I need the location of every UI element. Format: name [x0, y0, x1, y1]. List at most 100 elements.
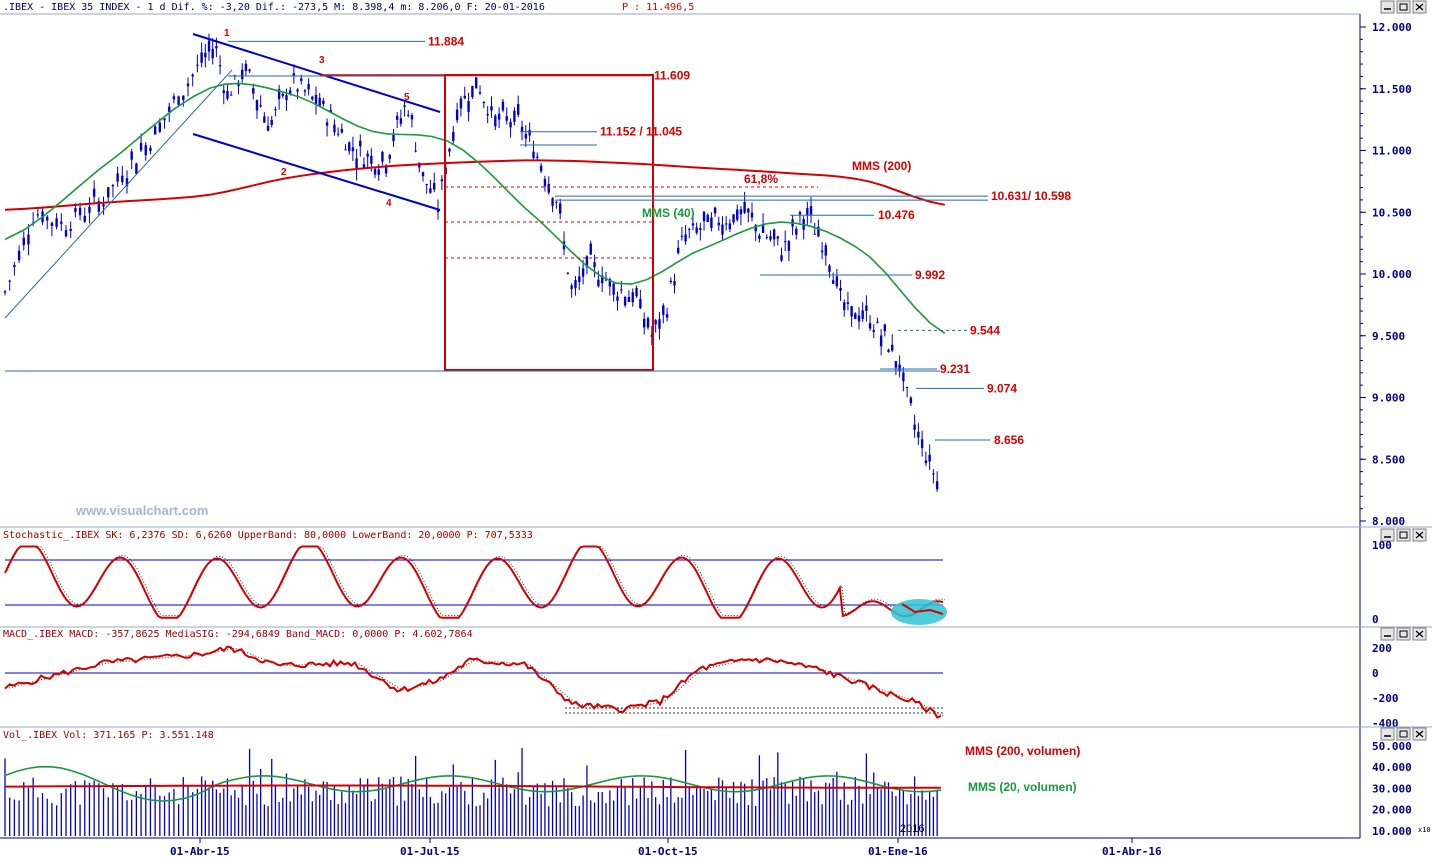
price-bar-body	[868, 323, 872, 329]
price-bar-body	[200, 52, 203, 63]
price-bar-body	[218, 65, 222, 67]
price-bar-body	[612, 283, 615, 295]
price-bar-body	[182, 95, 185, 100]
price-bar-body	[497, 113, 501, 120]
price-bar-body	[399, 118, 403, 124]
price-bar-body	[207, 40, 211, 52]
price-bar-body	[471, 86, 474, 97]
price-axis-label: 9.500	[1372, 330, 1405, 343]
stochastic-window-controls[interactable]	[1380, 528, 1427, 542]
price-bar-body	[158, 122, 162, 132]
price-bar-body	[130, 151, 133, 160]
volume-axis-label: 10.000	[1372, 825, 1412, 838]
price-bar-body	[721, 224, 724, 235]
wave-label: 5	[404, 92, 410, 103]
wave-label: 1	[224, 28, 230, 39]
price-bar-body	[50, 222, 54, 226]
price-bar-body	[520, 126, 524, 132]
stochastic-sk-line	[4, 545, 944, 619]
price-bar-body	[905, 387, 909, 389]
price-bar-body	[296, 89, 299, 92]
volume-mms-200-label: MMS (200, volumen)	[965, 744, 1080, 758]
price-bar-body	[144, 145, 147, 156]
price-bar-body	[344, 149, 347, 151]
stochastic-maximize-icon[interactable]	[1396, 528, 1411, 542]
macd-maximize-icon[interactable]	[1396, 627, 1411, 641]
price-bar-body	[60, 221, 63, 224]
price-bar-body	[163, 118, 166, 121]
volume-window-controls[interactable]	[1380, 727, 1427, 741]
price-bar-body	[831, 280, 835, 284]
price-bar-body	[894, 361, 898, 368]
price-bar-body	[673, 280, 676, 286]
volume-maximize-glyph	[1399, 730, 1408, 738]
price-bar-body	[574, 279, 577, 289]
price-bar-body	[658, 319, 661, 329]
macd-restore-icon[interactable]	[1380, 627, 1395, 641]
volume-scale-label: x10	[1418, 826, 1431, 834]
price-bar-body	[699, 228, 702, 231]
price-bar-body	[876, 321, 879, 323]
macd-window-controls[interactable]	[1380, 627, 1427, 641]
price-bar-body	[772, 229, 776, 240]
price-bar-body	[898, 364, 901, 372]
price-bar-body	[241, 69, 244, 79]
wave-label: 2	[281, 167, 287, 178]
price-bar-body	[414, 150, 417, 152]
price-bar-body	[743, 202, 746, 213]
price-bar-body	[828, 265, 831, 272]
price-bar-body	[750, 212, 754, 218]
price-bar-body	[887, 349, 890, 352]
price-bar-body	[381, 151, 384, 162]
mms-40-line	[4, 82, 946, 334]
price-bar-body	[288, 90, 292, 94]
price-bar-body	[153, 126, 157, 135]
price-bar-body	[688, 228, 691, 230]
price-restore-icon[interactable]	[1380, 0, 1395, 14]
stochastic-restore-icon[interactable]	[1380, 528, 1395, 542]
price-bar-body	[392, 134, 395, 142]
price-bar-body	[589, 243, 592, 255]
price-axis-label: 10.500	[1372, 206, 1412, 219]
price-window-controls[interactable]	[1380, 0, 1427, 14]
volume-maximize-icon[interactable]	[1396, 727, 1411, 741]
stochastic-sk-tail	[901, 603, 944, 615]
price-bar-body	[555, 201, 558, 203]
price-bar-body	[8, 280, 11, 282]
price-bar-body	[355, 158, 358, 170]
price-bar-body	[928, 454, 931, 462]
price-bar-body	[680, 235, 684, 237]
price-bar-body	[776, 236, 780, 239]
price-bar-body	[585, 256, 589, 268]
price-bar-body	[806, 208, 809, 216]
price-bar-body	[475, 77, 478, 89]
price-bar-body	[787, 241, 791, 251]
price-bar-body	[691, 223, 695, 226]
price-bar-body	[551, 198, 554, 206]
price-bar-body	[311, 96, 314, 100]
price-bar-body	[373, 168, 377, 175]
price-bar-body	[724, 223, 728, 225]
price-bar-body	[677, 247, 680, 254]
price-bar-body	[835, 276, 839, 287]
price-bar-body	[566, 272, 570, 274]
price-bar-body	[270, 119, 273, 125]
level-label: 11.609	[654, 68, 690, 82]
macd-close-glyph	[1415, 630, 1424, 638]
price-bar-body	[879, 335, 883, 347]
volume-restore-icon[interactable]	[1380, 727, 1395, 741]
price-bar-body	[695, 227, 698, 233]
price-maximize-icon[interactable]	[1396, 0, 1411, 14]
macd-maximize-glyph	[1399, 630, 1408, 638]
volume-close-glyph	[1415, 730, 1424, 738]
price-bar-body	[536, 156, 539, 158]
macd-axis-label: 0	[1372, 667, 1379, 680]
price-bar-body	[798, 212, 802, 215]
price-bar-body	[410, 115, 414, 120]
volume-mms-200-line	[5, 784, 941, 789]
price-axis-label: 11.500	[1372, 83, 1412, 96]
price-bar-body	[604, 279, 608, 281]
price-bar-body	[111, 185, 115, 187]
price-bar-body	[168, 106, 171, 112]
